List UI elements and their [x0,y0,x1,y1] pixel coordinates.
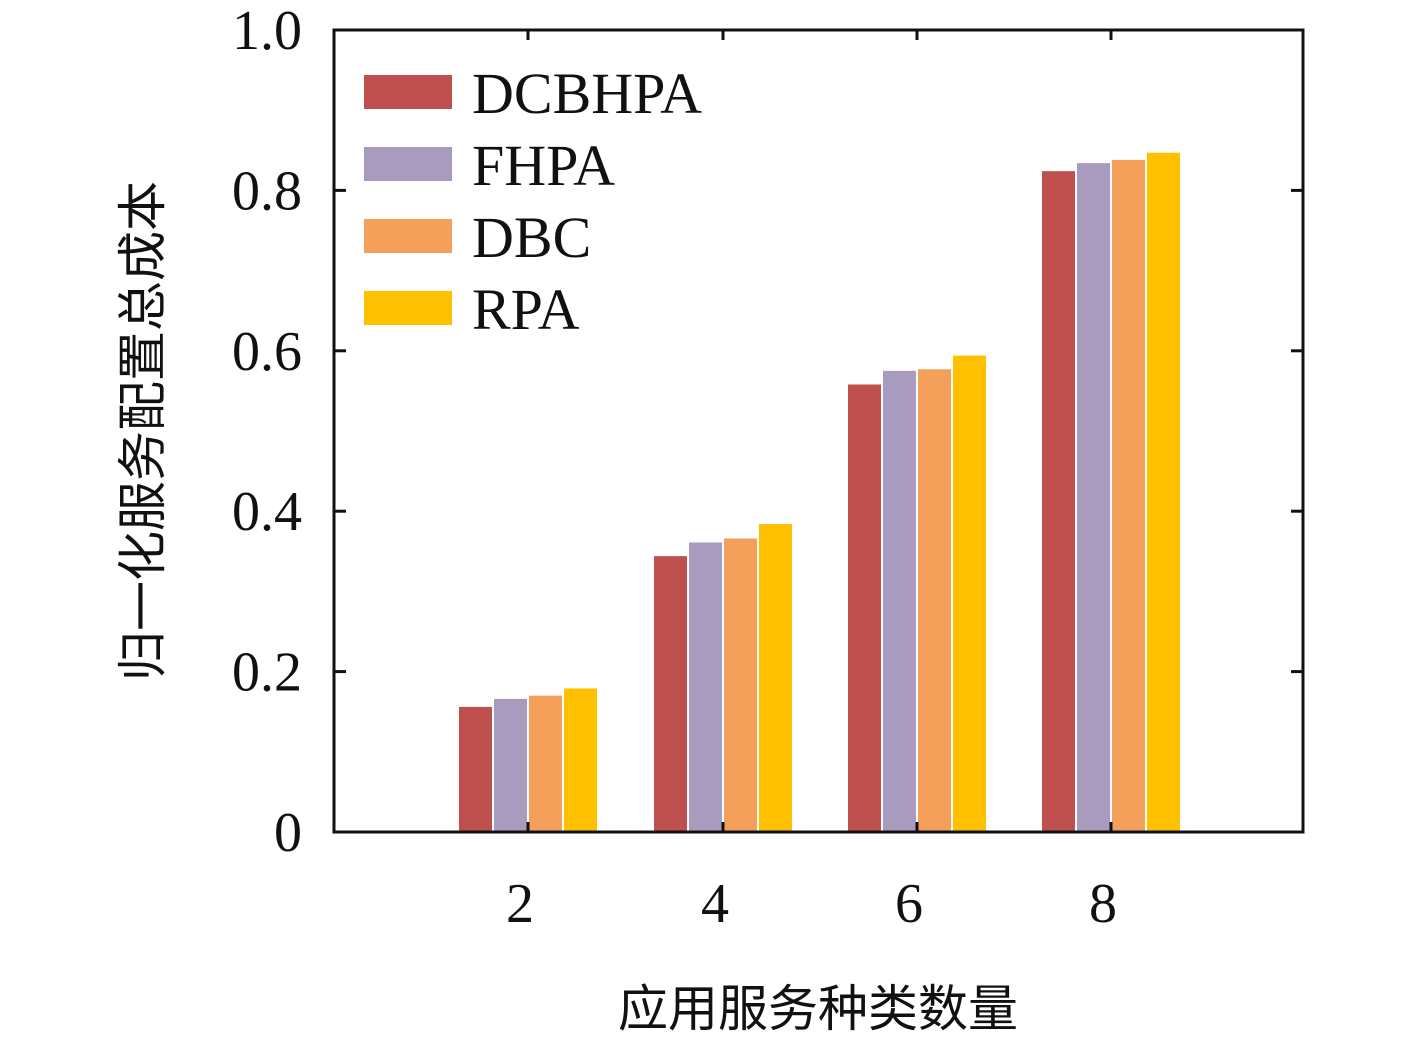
x-tick-label: 6 [895,873,923,935]
bar-dcbhpa-2 [459,706,492,832]
y-tick-label: 0.8 [232,160,302,222]
bar-rpa-4 [759,524,792,832]
legend-swatch-rpa [364,291,452,325]
bar-dbc-4 [724,538,757,832]
x-tick-label: 2 [506,873,534,935]
bar-dcbhpa-4 [654,556,687,832]
bar-dbc-2 [529,695,562,832]
x-tick-label: 8 [1089,873,1117,935]
y-tick-label: 0.6 [232,321,302,383]
bar-fhpa-4 [689,542,722,832]
legend-label-rpa: RPA [472,277,580,342]
x-axis-ticks: 2 4 6 8 [506,30,1117,935]
legend: DCBHPA FHPA DBC RPA [364,61,702,342]
y-tick-label: 0.2 [232,642,302,704]
y-tick-label: 1.0 [232,0,302,62]
bar-rpa-8 [1147,152,1180,832]
plot-frame [332,28,1305,834]
bar-dbc-6 [918,369,951,832]
bar-fhpa-8 [1077,163,1110,832]
y-tick-label: 0 [274,802,302,864]
legend-swatch-fhpa [364,147,452,181]
x-axis-title: 应用服务种类数量 [618,980,1018,1038]
bar-dbc-8 [1112,159,1145,832]
y-axis-title: 归一化服务配置总成本 [114,181,172,681]
y-tick-label: 0.4 [232,481,302,543]
bar-dcbhpa-8 [1042,171,1075,833]
bar-fhpa-6 [883,370,916,832]
legend-label-fhpa: FHPA [472,133,615,198]
bar-rpa-2 [564,688,597,832]
bar-rpa-6 [953,355,986,832]
bar-dcbhpa-6 [848,384,881,832]
y-axis-ticks: 0 0.2 0.4 0.6 0.8 1.0 [232,0,1303,864]
x-tick-label: 4 [701,873,729,935]
bar-fhpa-2 [494,698,527,832]
legend-label-dbc: DBC [472,205,591,270]
legend-swatch-dcbhpa [364,75,452,109]
legend-label-dcbhpa: DCBHPA [472,61,702,126]
legend-swatch-dbc [364,219,452,253]
bars-group [459,152,1180,833]
